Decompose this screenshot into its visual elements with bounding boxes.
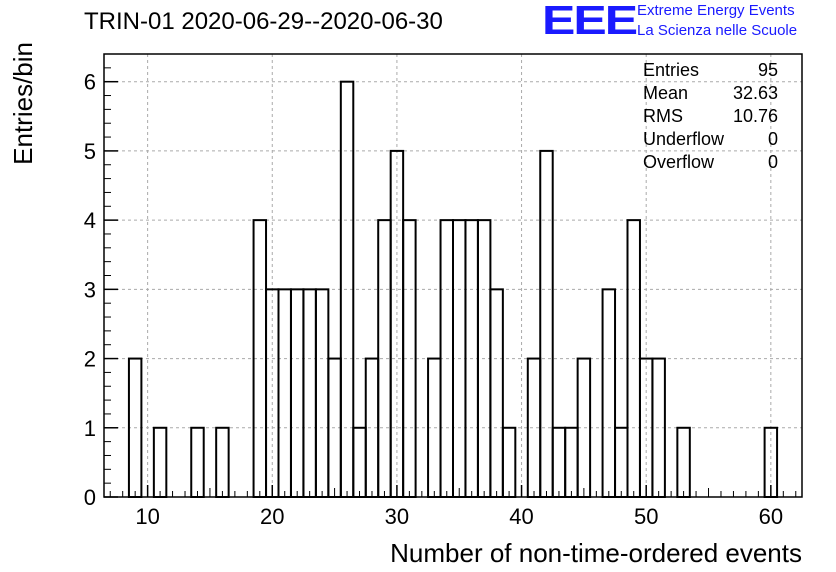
stat-overflow-value: 0	[767, 152, 778, 172]
histogram-bar	[289, 288, 305, 498]
histogram-bar	[277, 288, 292, 498]
y-tick-label: 2	[84, 347, 96, 372]
histogram-bar	[501, 426, 517, 498]
y-tick-label: 0	[84, 485, 96, 510]
stat-mean-label: Mean	[643, 83, 689, 103]
y-tick-label: 6	[84, 70, 96, 95]
stat-underflow-label: Underflow	[643, 129, 725, 149]
histogram-bar	[215, 426, 230, 498]
x-tick-label: 30	[385, 504, 409, 529]
x-tick-label: 40	[509, 504, 533, 529]
histogram-bar	[564, 426, 579, 498]
stat-rms-label: RMS	[643, 106, 683, 126]
stat-underflow-value: 0	[767, 129, 778, 149]
axis-ticks	[104, 67, 797, 498]
y-tick-label: 4	[84, 208, 96, 233]
histogram-bar	[302, 288, 317, 498]
x-tick-label: 20	[260, 504, 284, 529]
logo-caption: Extreme Energy Events La Scienza nelle S…	[637, 1, 797, 41]
x-tick-label: 60	[759, 504, 783, 529]
y-axis-label: Entries/bin	[8, 42, 38, 165]
chart-title: TRIN-01 2020-06-29--2020-06-30	[84, 8, 443, 35]
histogram-bar	[676, 426, 691, 498]
stat-entries-value: 95	[757, 60, 778, 80]
stat-mean-value: 32.63	[732, 83, 778, 103]
histogram-bar	[190, 426, 205, 498]
histogram-bar	[489, 288, 504, 498]
stat-overflow-label: Overflow	[643, 152, 715, 172]
histogram-bar	[352, 426, 367, 498]
histogram-bar	[152, 426, 168, 498]
eee-logo: EEE	[542, 0, 638, 43]
y-tick-label: 5	[84, 139, 96, 164]
logo-line-1: Extreme Energy Events	[637, 2, 795, 19]
stat-entries-label: Entries	[643, 60, 700, 80]
tick-labels: 10 20 30 40 50 60 0 1 2 3 4 5 6	[84, 70, 783, 529]
histogram-bar	[314, 288, 330, 498]
x-axis-label: Number of non-time-ordered events	[390, 538, 802, 568]
stat-rms-value: 10.76	[732, 106, 778, 126]
x-tick-label: 10	[135, 504, 159, 529]
histogram-bar	[551, 426, 567, 498]
histogram-bar	[601, 288, 617, 498]
logo-line-2: La Scienza nelle Scuole	[637, 22, 798, 39]
y-tick-label: 1	[84, 416, 96, 441]
y-tick-label: 3	[84, 277, 96, 302]
x-tick-label: 50	[634, 504, 658, 529]
histogram-bar	[614, 426, 629, 498]
histogram-bar	[539, 149, 554, 498]
